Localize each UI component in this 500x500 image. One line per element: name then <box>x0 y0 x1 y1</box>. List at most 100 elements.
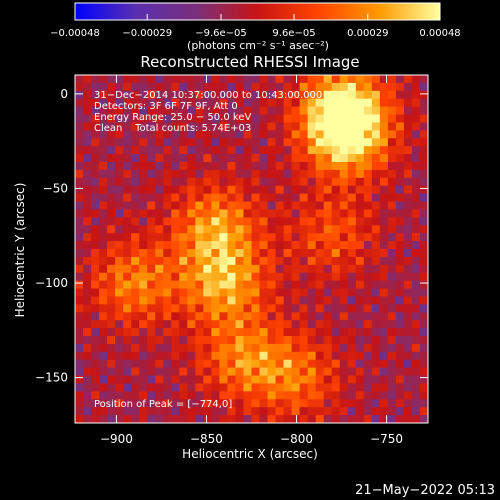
heatmap-cell <box>243 106 253 116</box>
heatmap-cell <box>395 249 405 258</box>
heatmap-cell <box>155 359 164 369</box>
heatmap-cell <box>91 106 100 116</box>
heatmap-cell <box>275 288 285 298</box>
heatmap-cell <box>163 217 172 226</box>
heatmap-cell <box>99 359 108 369</box>
heatmap-cell <box>203 272 212 282</box>
heatmap-cell <box>307 146 317 155</box>
heatmap-cell <box>203 201 212 211</box>
heatmap-cell <box>379 256 389 266</box>
heatmap-cell <box>107 320 116 329</box>
heatmap-cell <box>163 209 172 218</box>
y-axis-label: Heliocentric Y (arcsec) <box>13 183 27 318</box>
heatmap-cell <box>243 201 253 211</box>
heatmap-cell <box>131 288 140 298</box>
heatmap-cell <box>179 241 188 250</box>
heatmap-cell <box>99 90 108 100</box>
heatmap-cell <box>115 201 124 211</box>
heatmap-cell <box>131 225 140 234</box>
heatmap-cell <box>387 201 397 211</box>
heatmap-cell <box>339 98 349 108</box>
heatmap-cell <box>171 185 180 195</box>
heatmap-cell <box>291 106 301 116</box>
heatmap-cell <box>275 351 285 361</box>
heatmap-cell <box>331 407 341 416</box>
heatmap-cell <box>411 75 421 84</box>
heatmap-cell <box>147 367 156 377</box>
heatmap-cell <box>371 272 381 282</box>
heatmap-cell <box>323 312 333 321</box>
heatmap-cell <box>331 336 341 345</box>
heatmap-cell <box>259 162 269 171</box>
heatmap-cell <box>163 98 172 108</box>
heatmap-cell <box>307 272 317 282</box>
heatmap-cell <box>323 98 333 108</box>
heatmap-cell <box>371 217 381 226</box>
heatmap-cell <box>211 162 221 171</box>
heatmap-cell <box>91 359 100 369</box>
heatmap-cell <box>115 233 124 242</box>
heatmap-cell <box>203 82 212 92</box>
heatmap-cell <box>379 90 389 100</box>
heatmap-cell <box>91 272 100 282</box>
heatmap-cell <box>355 375 365 385</box>
heatmap-cell <box>235 391 245 400</box>
heatmap-cell <box>91 391 100 400</box>
heatmap-cell <box>347 249 357 258</box>
heatmap-cell <box>387 177 397 187</box>
heatmap-cell <box>291 264 301 274</box>
heatmap-cell <box>331 154 341 163</box>
heatmap-cell <box>419 280 428 290</box>
heatmap-cell <box>235 209 245 218</box>
heatmap-cell <box>371 249 381 258</box>
heatmap-cell <box>331 169 341 179</box>
heatmap-cell <box>99 169 108 179</box>
heatmap-cell <box>291 193 301 203</box>
heatmap-cell <box>259 193 269 203</box>
heatmap-cell <box>131 98 140 108</box>
heatmap-cell <box>291 177 301 187</box>
heatmap-cell <box>147 351 156 361</box>
heatmap-cell <box>91 233 100 242</box>
heatmap-cell <box>259 359 269 369</box>
heatmap-cell <box>219 217 229 226</box>
heatmap-cell <box>227 193 237 203</box>
heatmap-cell <box>235 177 245 187</box>
heatmap-cell <box>339 415 349 423</box>
heatmap-cell <box>363 193 373 203</box>
heatmap-cell <box>211 233 221 242</box>
heatmap-cell <box>179 320 188 329</box>
heatmap-cell <box>355 241 365 250</box>
heatmap-cell <box>347 169 357 179</box>
heatmap-cell <box>379 320 389 329</box>
heatmap-cell <box>355 383 365 392</box>
heatmap-cell <box>171 351 180 361</box>
heatmap-cell <box>355 225 365 234</box>
heatmap-cell <box>379 407 389 416</box>
heatmap-cell <box>371 75 381 84</box>
heatmap-cell <box>163 320 172 329</box>
heatmap-cell <box>291 288 301 298</box>
heatmap-cell <box>307 328 317 337</box>
heatmap-cell <box>299 82 309 92</box>
heatmap-cell <box>115 288 124 298</box>
heatmap-cell <box>315 264 325 274</box>
heatmap-cell <box>275 162 285 171</box>
heatmap-cell <box>355 359 365 369</box>
heatmap-cell <box>179 162 188 171</box>
heatmap-cell <box>163 193 172 203</box>
heatmap-cell <box>251 138 261 147</box>
heatmap-cell <box>347 114 357 124</box>
heatmap-cell <box>283 359 293 369</box>
heatmap-cell <box>347 225 357 234</box>
heatmap-cell <box>291 359 301 369</box>
heatmap-cell <box>235 359 245 369</box>
heatmap-cell <box>411 256 421 266</box>
heatmap-cell <box>187 162 196 171</box>
heatmap-cell <box>267 320 277 329</box>
heatmap-cell <box>419 82 428 92</box>
heatmap-cell <box>259 415 269 423</box>
heatmap-cell <box>283 328 293 337</box>
heatmap-cell <box>251 106 261 116</box>
heatmap-cell <box>291 217 301 226</box>
